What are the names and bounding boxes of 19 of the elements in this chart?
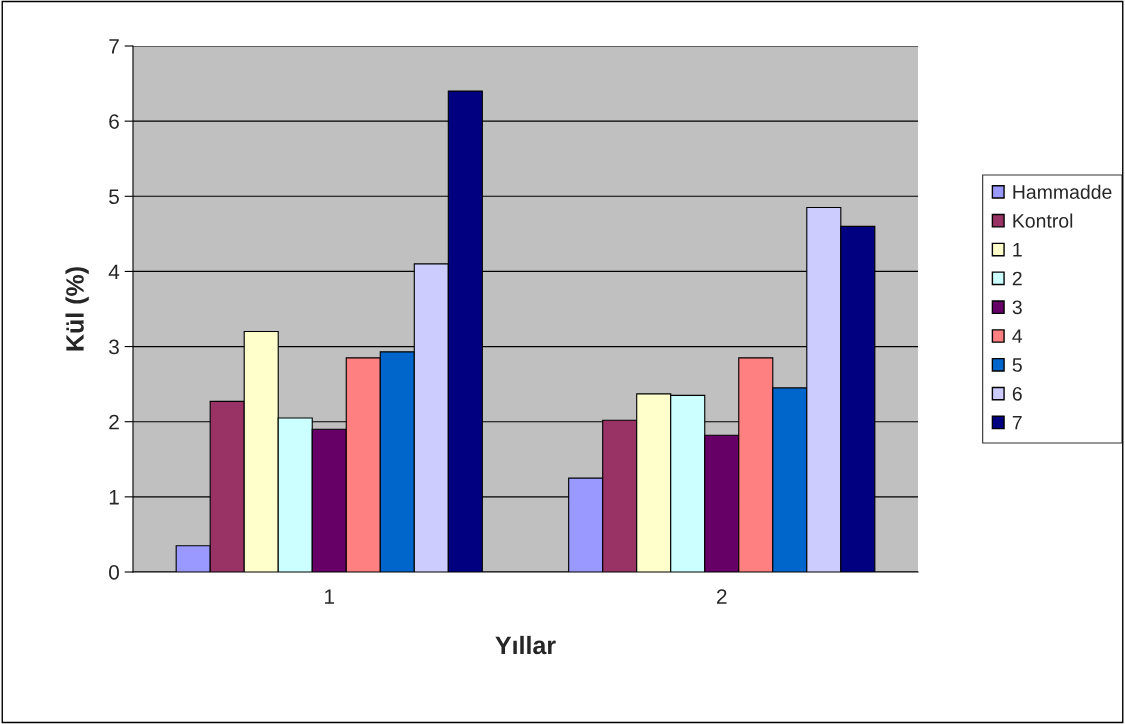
legend-label: Kontrol	[1013, 213, 1073, 228]
legend-label: 5	[1012, 358, 1022, 372]
legend-label: 1	[1013, 243, 1022, 257]
y-tick-label: 2	[109, 414, 119, 430]
y-axis-title: Kül (%)	[65, 267, 89, 351]
legend-label: 7	[1012, 415, 1022, 430]
y-tick-label: 5	[109, 189, 119, 205]
y-tick-label: 0	[109, 565, 119, 580]
y-tick-label: 3	[109, 339, 119, 355]
y-tick-label: 4	[108, 264, 120, 279]
legend-label: Hammadde	[1013, 184, 1112, 199]
y-tick-label: 1	[109, 490, 119, 505]
legend-label: 3	[1012, 300, 1022, 315]
x-axis-title: Yıllar	[495, 635, 556, 655]
legend-label: 6	[1012, 386, 1022, 401]
legend-label: 4	[1012, 329, 1023, 343]
y-tick-label: 6	[109, 114, 119, 129]
y-tick-label: 7	[109, 39, 119, 54]
legend-label: 2	[1012, 271, 1022, 286]
